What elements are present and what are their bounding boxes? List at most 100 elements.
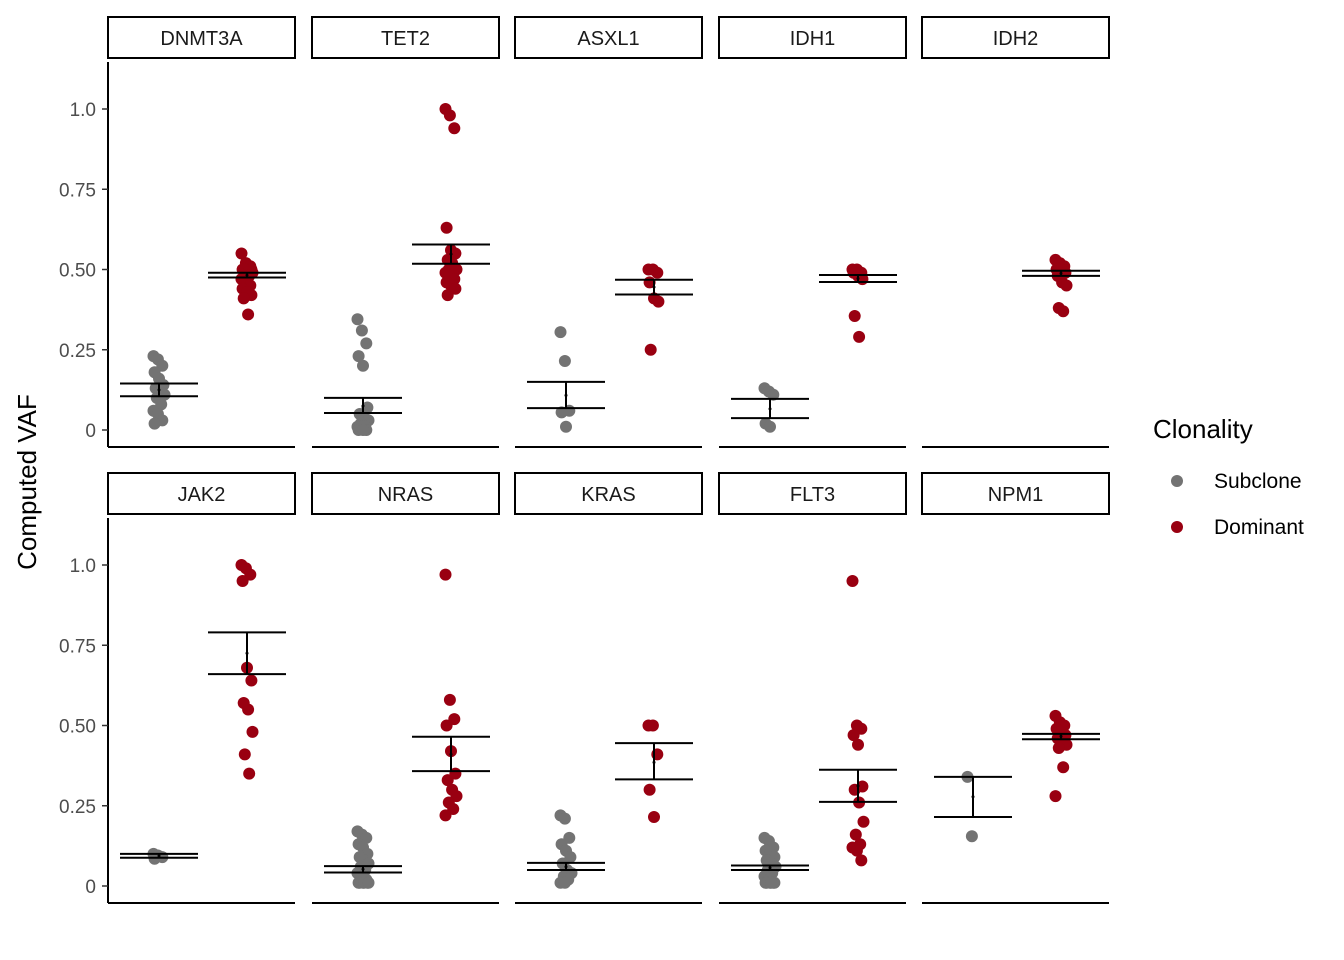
dominant-point <box>441 289 454 302</box>
panel-idh1: IDH1 <box>718 16 907 448</box>
dominant-point <box>235 247 248 260</box>
strip-box <box>718 472 907 515</box>
dominant-point <box>849 828 862 841</box>
subclone-mean-marker <box>361 404 365 408</box>
legend-key-dominant <box>1171 521 1183 533</box>
strip-box <box>921 472 1110 515</box>
strip-label: NRAS <box>378 484 434 506</box>
subclone-mean-marker <box>768 866 772 870</box>
y-tick-label: 1.0 <box>70 100 96 121</box>
subclone-point <box>560 420 572 433</box>
panel-asxl1: ASXL1 <box>514 16 703 448</box>
dominant-point <box>648 810 660 823</box>
subclone-point <box>360 337 373 350</box>
panel-npm1: NPM1 <box>921 472 1110 904</box>
subclone-mean-marker <box>157 854 161 858</box>
y-tick-label: 0.25 <box>59 797 96 818</box>
subclone-point <box>355 324 368 337</box>
dominant-point <box>238 748 251 761</box>
strip-label: IDH1 <box>790 28 836 50</box>
legend-title: Clonality <box>1153 414 1253 444</box>
dominant-point <box>443 693 456 706</box>
y-tick-label: 0 <box>85 421 96 442</box>
y-tick-label: 0.75 <box>59 180 96 201</box>
strip-label: NPM1 <box>988 484 1044 506</box>
strip-label: FLT3 <box>790 484 835 506</box>
subclone-point <box>767 388 780 401</box>
dominant-point <box>853 330 866 343</box>
dominant-point <box>846 575 859 588</box>
dominant-point <box>1057 761 1070 774</box>
dominant-mean-marker <box>652 760 656 764</box>
subclone-mean-marker <box>361 867 365 871</box>
strip-box <box>107 472 296 515</box>
dominant-point <box>848 310 861 323</box>
dominant-mean-marker <box>652 285 656 289</box>
subclone-point <box>558 876 571 889</box>
dominant-mean-marker <box>856 784 860 788</box>
subclone-point <box>352 350 365 363</box>
strip-box <box>107 16 296 59</box>
dominant-point <box>439 568 452 581</box>
dominant-point <box>644 343 657 356</box>
dominant-mean-marker <box>856 276 860 280</box>
subclone-mean-marker <box>971 795 975 799</box>
dominant-point <box>440 221 453 234</box>
legend-label-dominant: Dominant <box>1214 516 1304 539</box>
panel-idh2: IDH2 <box>921 16 1110 448</box>
subclone-point <box>555 406 568 419</box>
dominant-point <box>847 729 860 742</box>
dominant-point <box>1057 305 1070 318</box>
subclone-mean-marker <box>157 388 161 392</box>
dominant-point <box>236 575 249 588</box>
strip-box <box>921 16 1110 59</box>
dominant-point <box>1060 279 1073 292</box>
subclone-mean-marker <box>564 865 568 869</box>
strip-box <box>311 472 500 515</box>
strip-label: KRAS <box>581 484 635 506</box>
subclone-point <box>558 812 571 825</box>
legend: Clonality Subclone Dominant <box>1153 414 1304 539</box>
subclone-point <box>554 326 567 339</box>
dominant-point <box>237 292 250 305</box>
panel-flt3: FLT3 <box>718 472 907 904</box>
dominant-point <box>243 767 256 780</box>
dominant-point <box>646 719 659 732</box>
legend-label-subclone: Subclone <box>1214 470 1302 493</box>
dominant-mean-marker <box>449 252 453 256</box>
strip-box <box>514 16 703 59</box>
dominant-point <box>852 738 864 751</box>
dominant-point <box>850 844 863 857</box>
subclone-point <box>148 417 161 430</box>
y-tick-label: 0 <box>85 877 96 898</box>
dominant-mean-marker <box>449 752 453 756</box>
strip-label: ASXL1 <box>577 28 639 50</box>
dominant-point <box>439 809 452 822</box>
dominant-point <box>651 266 664 279</box>
strip-label: JAK2 <box>178 484 226 506</box>
dominant-point <box>652 295 665 308</box>
strip-box <box>718 16 907 59</box>
dominant-point <box>440 719 453 732</box>
y-tick-label: 0.50 <box>59 717 96 738</box>
subclone-point <box>558 354 571 367</box>
dominant-point <box>443 109 456 122</box>
subclone-point <box>965 830 978 843</box>
dominant-point <box>1052 741 1065 754</box>
panel-nras: NRAS <box>311 472 500 904</box>
dominant-point <box>643 783 656 796</box>
dominant-point <box>855 854 868 867</box>
subclone-point <box>765 876 778 889</box>
strip-label: DNMT3A <box>160 28 243 50</box>
panel-kras: KRAS <box>514 472 703 904</box>
dominant-point <box>441 774 454 787</box>
legend-key-subclone <box>1171 475 1183 487</box>
dominant-mean-marker <box>245 273 249 277</box>
y-axis-title: Computed VAF <box>12 394 42 570</box>
dominant-point <box>245 674 258 687</box>
y-tick-label: 0.50 <box>59 261 96 282</box>
subclone-mean-marker <box>564 393 568 397</box>
panel-dnmt3a: DNMT3A 0 0.25 0.50 0.75 1.0 <box>59 16 296 448</box>
panel-tet2: TET2 <box>311 16 500 448</box>
